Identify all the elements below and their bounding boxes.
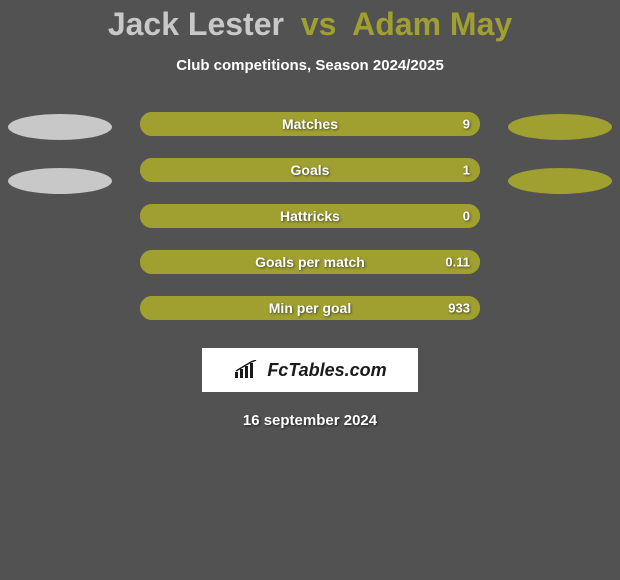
stat-value: 9 (463, 117, 470, 132)
player1-marker-2 (8, 168, 112, 194)
stat-bar: Goals per match 0.11 (140, 250, 480, 274)
stat-value: 1 (463, 163, 470, 178)
stat-label: Goals (291, 162, 330, 178)
player2-name: Adam May (352, 6, 512, 42)
stat-label: Min per goal (269, 300, 351, 316)
stat-value: 933 (448, 301, 470, 316)
stat-label: Goals per match (255, 254, 365, 270)
brand-chart-icon (233, 360, 261, 380)
brand-box[interactable]: FcTables.com (202, 348, 418, 392)
player2-marker-1 (508, 114, 612, 140)
subtitle-text: Club competitions, Season 2024/2025 (176, 57, 444, 74)
stats-area: Matches 9 Goals 1 Hattricks 0 Goals per match 0… (0, 112, 620, 320)
stat-bars-column: Matches 9 Goals 1 Hattricks 0 Goals per match 0… (140, 112, 480, 320)
stat-value: 0.11 (445, 255, 470, 270)
stat-bar: Matches 9 (140, 112, 480, 136)
player2-marker-2 (508, 168, 612, 194)
stat-label: Hattricks (280, 208, 340, 224)
stat-bar: Min per goal 933 (140, 296, 480, 320)
page-title: Jack Lester vs Adam May (108, 6, 512, 43)
player1-marker-1 (8, 114, 112, 140)
right-avatar-column (502, 112, 612, 194)
player1-name: Jack Lester (108, 6, 284, 42)
comparison-card: Jack Lester vs Adam May Club competition… (0, 0, 620, 429)
stat-label: Matches (282, 116, 338, 132)
brand-text: FcTables.com (267, 360, 386, 381)
date-text: 16 september 2024 (243, 412, 377, 429)
vs-separator: vs (301, 6, 337, 42)
stat-bar: Hattricks 0 (140, 204, 480, 228)
left-avatar-column (8, 112, 118, 194)
stat-bar: Goals 1 (140, 158, 480, 182)
stat-value: 0 (463, 209, 470, 224)
